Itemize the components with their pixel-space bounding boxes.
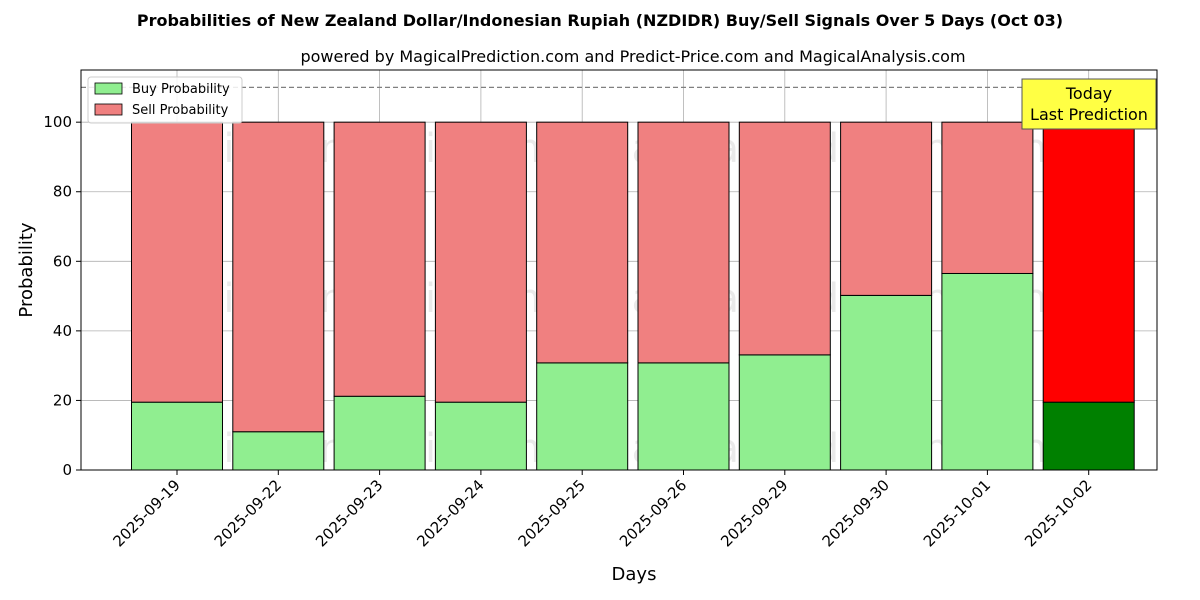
buy-bar bbox=[1042, 401, 1135, 471]
buy-bar bbox=[840, 294, 933, 471]
y-tick-label: 100 bbox=[43, 113, 72, 131]
x-tick-label: 2025-09-19 bbox=[109, 476, 183, 550]
legend-box bbox=[87, 76, 243, 124]
y-ticks: 0 20 40 60 80 100 bbox=[43, 113, 81, 479]
legend: Buy Probability Sell Probability bbox=[87, 76, 243, 124]
buy-bar bbox=[738, 354, 831, 471]
y-tick-label: 80 bbox=[53, 183, 72, 201]
x-tick-label: 2025-10-01 bbox=[920, 476, 994, 550]
legend-sell-swatch bbox=[94, 103, 123, 116]
x-tick-label: 2025-10-02 bbox=[1021, 476, 1095, 550]
sell-bar bbox=[232, 121, 325, 433]
x-tick-label: 2025-09-29 bbox=[717, 476, 791, 550]
legend-buy-swatch bbox=[94, 82, 123, 95]
legend-buy-label: Buy Probability bbox=[132, 82, 230, 97]
sell-bar bbox=[941, 121, 1034, 274]
x-tick-label: 2025-09-30 bbox=[819, 476, 893, 550]
buy-bar bbox=[131, 401, 223, 471]
legend-sell-label: Sell Probability bbox=[132, 103, 229, 118]
y-axis-label: Probability bbox=[16, 222, 37, 317]
y-tick-label: 60 bbox=[53, 252, 72, 270]
annotation-line1: Today bbox=[1065, 84, 1112, 103]
buy-bar bbox=[434, 401, 527, 471]
sell-bar bbox=[1042, 121, 1135, 403]
y-tick-label: 0 bbox=[62, 461, 72, 479]
chart-title: Probabilities of New Zealand Dollar/Indo… bbox=[137, 11, 1063, 30]
sell-bar bbox=[840, 121, 933, 296]
annotation-box bbox=[1021, 78, 1157, 130]
x-tick-label: 2025-09-26 bbox=[616, 476, 690, 550]
x-tick-label: 2025-09-23 bbox=[312, 476, 386, 550]
annotation-line2: Last Prediction bbox=[1030, 105, 1148, 124]
sell-bar bbox=[131, 121, 223, 403]
buy-bar bbox=[232, 431, 325, 471]
y-tick-label: 40 bbox=[53, 322, 72, 340]
y-tick-label: 20 bbox=[53, 391, 72, 409]
bars bbox=[131, 121, 1135, 471]
buy-bar bbox=[536, 362, 629, 471]
sell-bar bbox=[637, 121, 730, 364]
today-annotation: Today Last Prediction bbox=[1021, 78, 1157, 130]
sell-bar bbox=[434, 121, 527, 403]
buy-bar bbox=[941, 272, 1034, 471]
buy-bar bbox=[333, 395, 426, 471]
sell-bar bbox=[333, 121, 426, 397]
x-axis-label: Days bbox=[612, 564, 657, 585]
sell-bar bbox=[536, 121, 629, 364]
x-tick-label: 2025-09-22 bbox=[211, 476, 285, 550]
x-ticks: 2025-09-19 2025-09-22 2025-09-23 2025-09-24… bbox=[109, 470, 1096, 550]
chart-subtitle: powered by MagicalPrediction.com and Pre… bbox=[300, 47, 965, 66]
buy-bar bbox=[637, 362, 730, 471]
plot-frame bbox=[80, 69, 1158, 471]
x-tick-label: 2025-09-24 bbox=[413, 476, 487, 550]
sell-bar bbox=[738, 121, 831, 356]
x-tick-label: 2025-09-25 bbox=[515, 476, 589, 550]
